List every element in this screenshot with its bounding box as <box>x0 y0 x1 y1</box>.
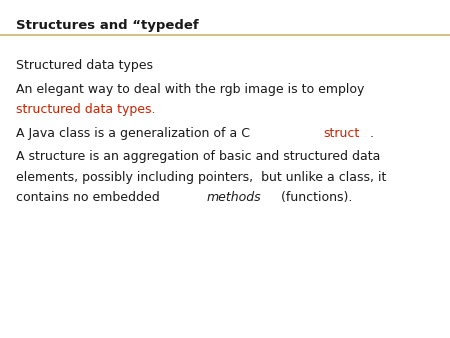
Text: .: . <box>369 127 374 140</box>
Text: A structure is an aggregation of basic and structured data: A structure is an aggregation of basic a… <box>16 150 380 163</box>
Text: A Java class is a generalization of a C: A Java class is a generalization of a C <box>16 127 254 140</box>
Text: struct: struct <box>323 127 359 140</box>
Text: Structures and “typedef: Structures and “typedef <box>16 19 198 31</box>
Text: An elegant way to deal with the rgb image is to employ: An elegant way to deal with the rgb imag… <box>16 83 364 96</box>
Text: methods: methods <box>207 191 261 204</box>
Text: elements, possibly including pointers,  but unlike a class, it: elements, possibly including pointers, b… <box>16 171 386 184</box>
Text: Structured data types: Structured data types <box>16 59 153 72</box>
Text: contains no embedded: contains no embedded <box>16 191 163 204</box>
Text: (functions).: (functions). <box>277 191 352 204</box>
Text: structured data types.: structured data types. <box>16 103 155 116</box>
